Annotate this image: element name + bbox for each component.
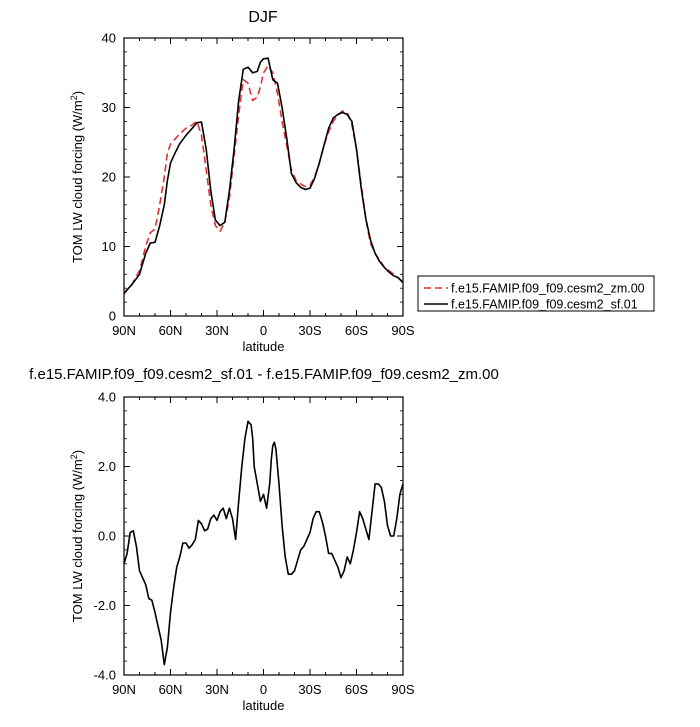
y-axis-label-tail: ) xyxy=(70,450,85,454)
x-tick-label: 0 xyxy=(260,323,267,338)
bottom-chart-title: f.e15.FAMIP.f09_f09.cesm2_sf.01 - f.e15.… xyxy=(29,366,499,383)
plot-frame xyxy=(123,396,404,676)
x-tick-label: 90N xyxy=(112,682,136,697)
top-chart-title: DJF xyxy=(248,9,278,26)
y-axis-label: TOM LW cloud forcing (W/m2) xyxy=(69,91,85,263)
legend: f.e15.FAMIP.f09_f09.cesm2_zm.00 f.e15.FAM… xyxy=(417,275,655,312)
y-tick-label: 10 xyxy=(102,239,116,254)
plot-frame xyxy=(123,37,404,317)
x-tick-label: 90S xyxy=(391,682,414,697)
x-tick-label: 30N xyxy=(205,682,229,697)
bottom-chart: 90N 60N 30N 0 30S 60S 90S -4.0 -2.0 0.0 2.0 4.0 lati… xyxy=(69,390,415,714)
y-tick-label: -4.0 xyxy=(94,668,116,683)
y-tick-label: 0.0 xyxy=(98,529,116,544)
legend-label-2: f.e15.FAMIP.f09_f09.cesm2_sf.01 xyxy=(451,298,638,312)
y-axis-label-main: TOM LW cloud forcing (W/m xyxy=(70,100,85,263)
y-tick-label: 0 xyxy=(109,309,116,324)
x-tick-label: 60N xyxy=(159,682,183,697)
series-line-1 xyxy=(123,420,404,666)
x-tick-label: 30S xyxy=(298,682,321,697)
y-axis-label: TOM LW cloud forcing (W/m2) xyxy=(69,450,85,622)
y-tick-label: -2.0 xyxy=(94,598,116,613)
x-tick-label: 60S xyxy=(345,323,368,338)
x-tick-label: 60S xyxy=(345,682,368,697)
y-tick-label: 20 xyxy=(102,170,116,185)
series-line-1 xyxy=(123,65,404,295)
y-axis-label-main: TOM LW cloud forcing (W/m xyxy=(70,459,85,622)
y-tick-label: 40 xyxy=(102,31,116,46)
x-tick-label: 90S xyxy=(391,323,414,338)
y-axis-label-tail: ) xyxy=(70,91,85,95)
legend-box xyxy=(417,275,655,312)
x-tick-label: 30S xyxy=(298,323,321,338)
y-axis-label-sup: 2 xyxy=(69,95,79,100)
series-line-2 xyxy=(123,57,404,294)
y-tick-label: 2.0 xyxy=(98,459,116,474)
legend-label-1: f.e15.FAMIP.f09_f09.cesm2_zm.00 xyxy=(451,282,645,296)
y-tick-label: 4.0 xyxy=(98,390,116,405)
x-tick-label: 60N xyxy=(159,323,183,338)
x-tick-label: 30N xyxy=(205,323,229,338)
top-chart: 90N 60N 30N 0 30S 60S 90S 0 10 20 30 40 latitude TOM … xyxy=(69,31,415,355)
x-axis-label: latitude xyxy=(243,698,285,713)
y-axis-label-sup: 2 xyxy=(69,454,79,459)
y-tick-label: 30 xyxy=(102,100,116,115)
x-tick-label: 90N xyxy=(112,323,136,338)
x-axis-label: latitude xyxy=(243,339,285,354)
x-tick-label: 0 xyxy=(260,682,267,697)
